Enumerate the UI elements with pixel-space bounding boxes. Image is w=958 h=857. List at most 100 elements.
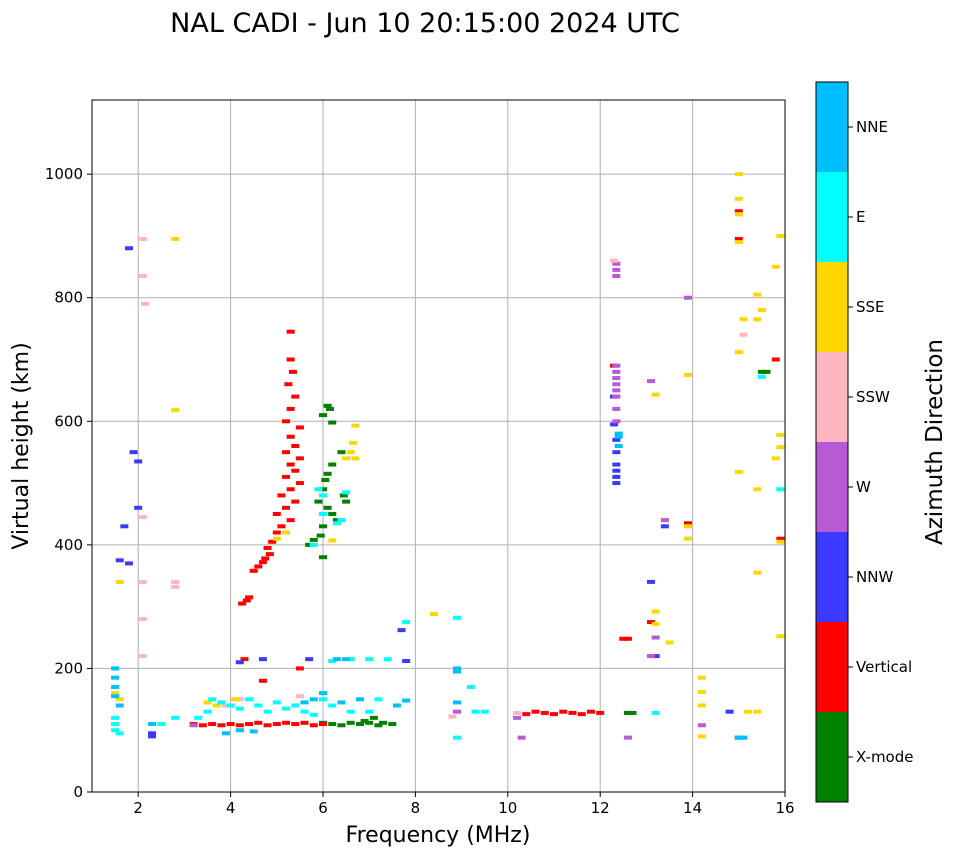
data-point [115,579,124,584]
data-point [282,450,291,455]
data-point [212,703,221,708]
data-point [683,524,692,529]
y-tick-label: 800 [54,289,83,307]
data-point [282,505,291,510]
data-point [452,735,461,740]
data-point [612,274,621,279]
data-point [369,715,378,720]
data-point [272,536,281,541]
x-tick-label: 2 [133,799,143,817]
data-point [397,628,406,633]
data-point [365,720,374,725]
data-point [651,621,660,626]
data-point [328,538,337,543]
data-point [328,703,337,708]
data-point [651,392,660,397]
data-point [286,434,295,439]
data-point [623,735,632,740]
data-point [208,722,217,727]
data-point [319,722,327,727]
data-point [134,505,143,510]
data-point [194,715,203,720]
y-tick-label: 400 [54,536,83,554]
data-point [513,715,522,720]
data-point [282,706,291,711]
data-point [111,728,120,733]
data-point [628,710,637,715]
data-point [355,697,364,702]
data-point [402,698,411,703]
data-point [295,694,304,699]
data-point [288,369,297,374]
data-point [739,735,748,740]
data-point [291,468,300,473]
data-point [734,172,743,177]
data-point [203,709,212,714]
data-point [550,712,558,717]
data-point [291,394,300,399]
colorbar-segment [816,532,848,622]
colorbar-segment [816,262,848,352]
data-point [522,712,531,717]
colorbar-label: NNW [856,568,893,586]
data-point [111,715,120,720]
plot-frame [91,99,786,793]
data-point [286,357,295,362]
data-point [258,560,267,565]
data-point [568,710,577,715]
series-e [111,374,785,740]
data-point [254,720,263,725]
data-point [452,709,461,714]
data-point [762,369,771,374]
y-tick-label: 0 [73,783,83,801]
data-point [221,703,230,708]
y-tick-label: 600 [54,412,83,430]
data-point [282,474,291,479]
data-point [235,706,244,711]
data-point [771,264,780,269]
data-point [316,533,325,538]
data-point [683,536,692,541]
colorbar-label: X-mode [856,748,913,766]
x-tick-label: 6 [318,799,328,817]
data-point [342,657,351,662]
data-point [540,710,549,715]
data-point [171,408,180,413]
data-point [309,723,318,728]
series-vertical [189,209,785,728]
colorbar-label: E [856,208,865,226]
data-point [328,420,337,425]
data-point [245,722,254,727]
data-point [328,659,337,664]
data-point [221,731,230,736]
data-point [111,694,120,699]
data-point [346,657,355,662]
data-point [240,657,249,662]
data-point [295,481,304,486]
data-point [300,700,309,705]
data-point [111,666,120,671]
data-point [647,654,656,659]
data-point [138,617,147,621]
data-point [734,350,743,355]
data-point [365,657,374,662]
data-point [309,537,318,542]
data-point [314,499,323,504]
data-point [697,723,706,728]
axes: 2 4 6 8 10 12 14 16 0 200 400 600 800 1000 [45,99,795,817]
data-point [383,657,392,662]
data-point [157,722,166,727]
data-point [346,709,355,714]
data-point [739,332,748,337]
series-x-mode [305,369,771,728]
data-point [612,437,621,442]
data-point [697,689,706,694]
data-point [124,561,133,566]
data-point [325,406,334,411]
data-point [319,697,327,702]
colorbar-label: SSW [856,388,890,406]
data-point [226,703,235,708]
data-point [249,729,258,734]
data-point [309,697,318,702]
